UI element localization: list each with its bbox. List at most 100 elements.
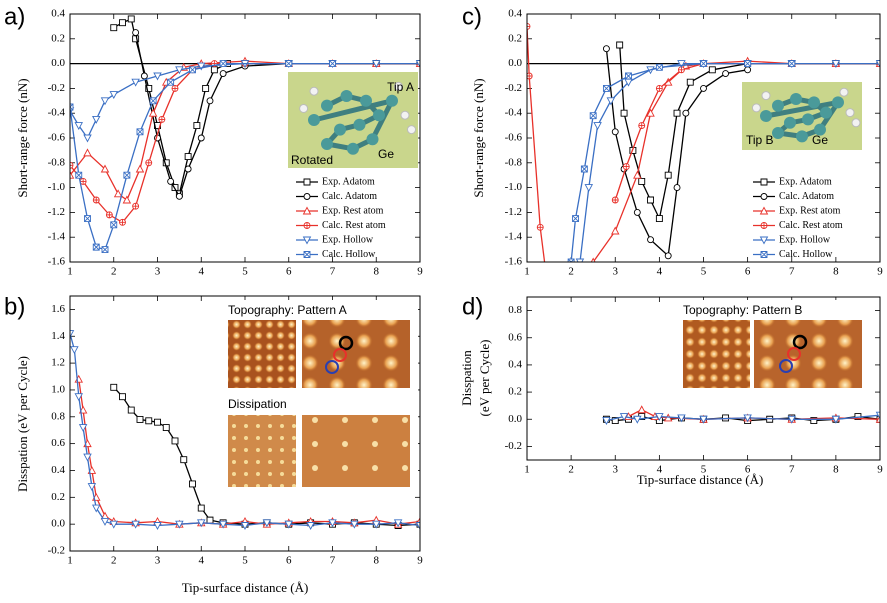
marker [766,415,774,423]
y-tick-label: 1.4 [51,330,65,342]
y-tick-label: 0.4 [51,8,65,20]
marker [92,243,100,251]
x-tick-label: 6 [745,464,751,476]
x-tick-label: 3 [155,266,161,278]
panel: c) Short-range force (nN) -1.6 -1.4 -1.2 -1.0… [462,3,883,278]
marker [743,414,752,423]
atom [308,114,320,126]
marker [633,170,642,179]
legend-label: Calc. Rest atom [779,220,843,231]
marker [611,196,619,204]
y-tick-label: -1.2 [48,206,65,218]
marker [162,424,170,431]
legend-label: Exp. Adatom [322,176,375,187]
marker [218,520,228,529]
marker [131,520,140,529]
y-tick-label: 1.2 [51,357,65,369]
marker [136,416,144,423]
legend-label: Calc. Hollow [779,249,833,260]
inset-image [302,415,410,487]
marker [74,122,84,131]
marker [602,45,610,53]
x-axis-label: Tip-surface distance (Å) [637,472,764,487]
atom [360,94,372,107]
marker [180,456,188,464]
x-tick-label: 9 [877,266,883,278]
y-tick-label: -0.6 [505,132,523,144]
panel-label: a) [4,3,25,30]
plot-area [70,330,420,530]
x-tick-label: 8 [833,266,839,278]
marker [206,516,214,524]
marker [145,159,153,167]
marker [575,258,585,262]
marker [708,66,716,74]
panel-label: c) [462,3,482,30]
inset-label: Ge [812,133,828,147]
x-tick-label: 4 [199,555,205,567]
marker [584,184,594,193]
x-tick-label: 1 [524,464,530,476]
marker [196,519,206,528]
y-tick-label: 0.4 [508,8,522,20]
marker [677,414,686,423]
x-tick-label: 2 [568,266,574,278]
marker [415,60,420,69]
marker [110,24,118,32]
marker [219,70,227,77]
atom [772,99,784,112]
series-line [606,414,880,422]
marker [154,418,161,426]
x-tick-label: 6 [286,555,292,567]
series-line [570,62,792,262]
marker [119,19,126,27]
marker [638,122,646,129]
marker [131,78,140,87]
inset-label: Rotated [291,153,333,167]
x-tick-label: 7 [330,555,336,567]
atom [340,90,353,102]
y-tick-label: -0.6 [48,132,66,144]
x-tick-label: 2 [111,266,117,278]
y-tick-label: -0.8 [48,156,66,168]
marker [184,165,192,173]
atom [802,113,814,126]
site-ring [779,359,793,373]
atom [386,94,398,107]
atom-h [394,81,403,91]
marker [699,415,708,424]
legend-label: Exp. Hollow [779,234,831,245]
marker [329,60,336,68]
marker [619,413,629,421]
x-tick-label: 8 [374,266,380,278]
marker [83,453,92,462]
marker [158,116,166,123]
y-tick-label: -0.2 [505,440,522,452]
marker [79,178,87,185]
x-tick-label: 9 [877,464,883,476]
y-tick-label: 0.2 [51,491,65,503]
marker [184,153,192,161]
atom [321,99,333,112]
marker [606,97,616,106]
marker [145,417,153,425]
marker [610,226,620,235]
marker [197,134,205,142]
marker [153,522,162,530]
atom [366,133,379,146]
marker [602,417,611,426]
marker [647,236,655,244]
marker [664,171,672,179]
inset-label: Topography: Pattern B [683,303,802,317]
x-tick-label: 3 [155,555,161,567]
y-tick-label: -0.2 [48,82,65,94]
y-tick-label: 0.0 [508,57,522,69]
marker [167,78,175,86]
marker [655,413,664,421]
marker [611,128,619,136]
marker [153,72,162,81]
y-axis-label: Disspation (eV per Cycle) [15,356,30,492]
atom [321,138,333,150]
marker [700,85,707,92]
legend-marker [302,236,312,245]
